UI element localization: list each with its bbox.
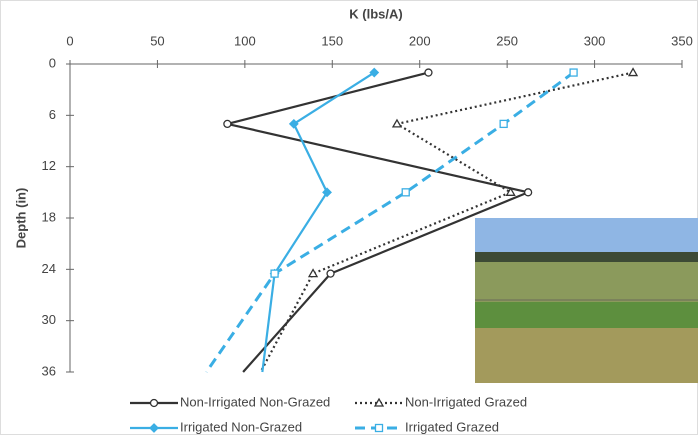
legend-label: Irrigated Non-Grazed [180,419,302,434]
x-tick-label: 250 [496,33,518,48]
x-tick-label: 200 [409,33,431,48]
photo-grass [475,328,698,383]
y-tick-label: 36 [42,363,56,378]
x-tick-label: 0 [66,33,73,48]
legend-label: Irrigated Grazed [405,419,499,434]
chart: K (lbs/A) Depth (in) 0501001502002503003… [0,0,698,435]
marker [224,120,231,127]
photo-inset [475,218,698,383]
photo-sky [475,218,698,254]
marker [271,270,278,277]
legend-label: Non-Irrigated Grazed [405,394,527,409]
y-tick-label: 24 [42,261,56,276]
marker [500,120,507,127]
marker [327,270,334,277]
y-tick-label: 12 [42,158,56,173]
marker [376,425,383,432]
x-tick-label: 300 [584,33,606,48]
y-axis-label: Depth (in) [13,188,28,249]
x-tick-label: 50 [150,33,164,48]
x-tick-label: 100 [234,33,256,48]
photo-pasture [475,302,698,328]
y-tick-label: 0 [49,55,56,70]
marker [402,189,409,196]
y-tick-label: 6 [49,107,56,122]
marker [525,189,532,196]
marker [425,69,432,76]
x-axis-label: K (lbs/A) [349,6,402,21]
y-tick-label: 30 [42,312,56,327]
photo-field [475,262,698,302]
marker [570,69,577,76]
y-tick-label: 18 [42,209,56,224]
legend-label: Non-Irrigated Non-Grazed [180,394,330,409]
x-tick-label: 150 [321,33,343,48]
marker [151,400,158,407]
x-tick-label: 350 [671,33,693,48]
photo-trees [475,252,698,262]
